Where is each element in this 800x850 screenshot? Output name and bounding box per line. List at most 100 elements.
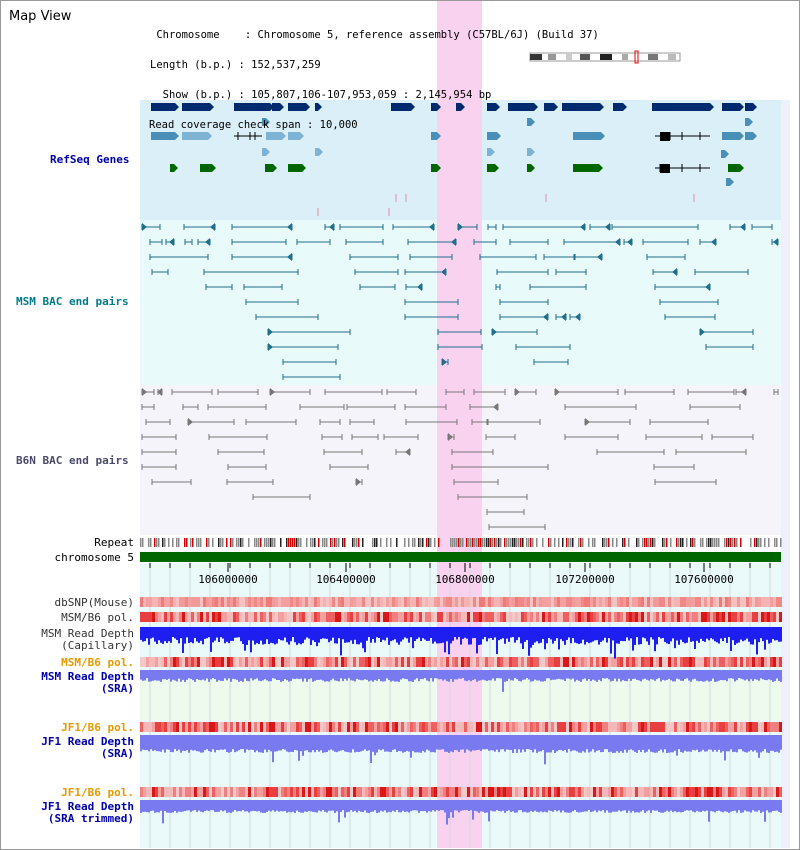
heat-cell bbox=[353, 612, 356, 622]
depth-bar bbox=[652, 800, 654, 811]
track-label-msm-read-depth-capillary[interactable]: MSM Read Depth (Capillary) bbox=[41, 628, 134, 652]
heat-cell bbox=[236, 657, 239, 667]
bac-end-arrow bbox=[492, 328, 497, 336]
depth-bar bbox=[772, 800, 774, 812]
heat-cell bbox=[629, 612, 632, 622]
depth-bar bbox=[178, 627, 180, 644]
repeat-element bbox=[628, 538, 630, 547]
track-label-refseq-genes[interactable]: RefSeq Genes bbox=[50, 153, 130, 166]
depth-bar bbox=[346, 670, 348, 681]
depth-bar bbox=[302, 735, 304, 756]
repeat-element bbox=[486, 538, 488, 547]
track-label-chromosome[interactable]: chromosome 5 bbox=[54, 551, 134, 564]
heat-cell bbox=[362, 612, 365, 622]
gene-exon bbox=[288, 132, 300, 140]
depth-bar bbox=[326, 670, 328, 682]
heat-cell bbox=[476, 787, 479, 797]
heat-cell bbox=[593, 722, 596, 732]
track-label-msm-read-depth-sra[interactable]: MSM Read Depth (SRA) bbox=[41, 671, 134, 695]
gene-strand-arrow bbox=[710, 103, 714, 111]
heat-cell bbox=[488, 787, 491, 797]
heat-cell bbox=[347, 612, 350, 622]
gene-exon bbox=[266, 132, 282, 140]
depth-bar bbox=[530, 670, 532, 682]
repeat-element bbox=[342, 538, 344, 547]
heat-cell bbox=[566, 787, 569, 797]
depth-bar bbox=[564, 800, 566, 813]
track-label-jf1-b6-pol-1[interactable]: JF1/B6 pol. bbox=[61, 721, 134, 734]
bac-end-arrow bbox=[157, 388, 162, 396]
depth-bar bbox=[436, 735, 438, 750]
depth-bar bbox=[440, 800, 442, 811]
depth-bar bbox=[478, 735, 480, 750]
heat-cell bbox=[386, 722, 389, 732]
repeat-element bbox=[390, 538, 392, 547]
heat-cell bbox=[338, 657, 341, 667]
heat-cell bbox=[248, 722, 251, 732]
track-label-jf1-read-depth-trimmed[interactable]: JF1 Read Depth (SRA trimmed) bbox=[41, 801, 134, 825]
track-label-jf1-b6-pol-2[interactable]: JF1/B6 pol. bbox=[61, 786, 134, 799]
depth-bar bbox=[168, 735, 170, 750]
depth-bar bbox=[726, 735, 728, 752]
track-label-msm-b6-pol-2[interactable]: MSM/B6 pol. bbox=[61, 656, 134, 669]
heat-cell bbox=[686, 787, 689, 797]
heat-cell bbox=[683, 597, 686, 607]
heat-cell bbox=[149, 612, 152, 622]
heat-cell bbox=[407, 597, 410, 607]
heat-cell bbox=[227, 657, 230, 667]
depth-bar bbox=[258, 627, 260, 645]
heat-cell bbox=[668, 612, 671, 622]
heat-cell bbox=[575, 722, 578, 732]
heat-cell bbox=[560, 597, 563, 607]
depth-bar bbox=[306, 735, 308, 751]
heat-cell bbox=[227, 787, 230, 797]
heat-cell bbox=[278, 597, 281, 607]
track-label-msm-bac-end-pairs[interactable]: MSM BAC end pairs bbox=[16, 295, 129, 308]
depth-bar bbox=[718, 670, 720, 681]
repeat-element bbox=[638, 538, 640, 547]
track-label-dbsnp[interactable]: dbSNP(Mouse) bbox=[54, 596, 134, 609]
heat-cell bbox=[488, 612, 491, 622]
depth-bar bbox=[612, 627, 614, 641]
depth-bar bbox=[182, 670, 184, 680]
depth-bar bbox=[758, 670, 760, 681]
heat-cell bbox=[215, 722, 218, 732]
track-label-jf1-read-depth-sra[interactable]: JF1 Read Depth (SRA) bbox=[41, 736, 134, 760]
gene-strand-arrow bbox=[740, 132, 744, 140]
depth-bar bbox=[646, 670, 648, 680]
depth-bar bbox=[510, 800, 512, 812]
depth-bar bbox=[380, 627, 382, 642]
depth-bar bbox=[168, 800, 170, 813]
depth-bar bbox=[670, 735, 672, 753]
depth-bar bbox=[398, 670, 400, 682]
track-label-msm-b6-pol-1[interactable]: MSM/B6 pol. bbox=[61, 611, 134, 624]
heat-cell bbox=[182, 657, 185, 667]
depth-bar bbox=[160, 800, 162, 811]
heat-cell bbox=[674, 657, 677, 667]
depth-bar bbox=[278, 670, 280, 681]
heat-cell bbox=[230, 612, 233, 622]
repeat-element bbox=[606, 538, 608, 547]
heat-cell bbox=[557, 597, 560, 607]
depth-bar bbox=[418, 735, 420, 753]
heat-cell bbox=[752, 597, 755, 607]
heat-cell bbox=[293, 657, 296, 667]
depth-bar bbox=[302, 627, 304, 644]
track-label-repeat[interactable]: Repeat bbox=[94, 536, 134, 549]
heat-cell bbox=[320, 612, 323, 622]
heat-cell bbox=[770, 597, 773, 607]
depth-bar bbox=[496, 800, 498, 811]
heat-cell bbox=[236, 597, 239, 607]
heat-cell bbox=[368, 722, 371, 732]
repeat-element bbox=[322, 538, 324, 547]
heat-cell bbox=[467, 657, 470, 667]
track-label-b6n-bac-end-pairs[interactable]: B6N BAC end pairs bbox=[16, 454, 129, 467]
depth-bar bbox=[626, 627, 628, 638]
bac-end-arrow bbox=[287, 223, 292, 231]
heat-cell bbox=[311, 597, 314, 607]
depth-bar bbox=[316, 627, 318, 647]
heat-cell bbox=[191, 597, 194, 607]
heat-cell bbox=[209, 722, 212, 732]
heat-cell bbox=[209, 787, 212, 797]
